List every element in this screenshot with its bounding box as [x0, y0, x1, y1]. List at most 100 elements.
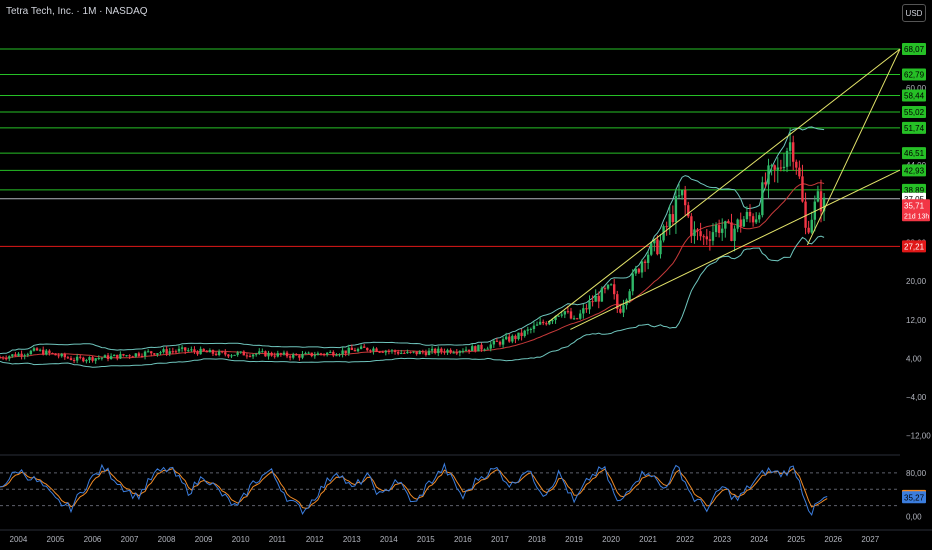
level-tag-label: 46,51	[904, 149, 925, 158]
time-axis[interactable]: 2004 2005 2006 2007 2008 2009 2010 2011 2012 2013…	[0, 529, 932, 544]
candle-body	[486, 348, 489, 350]
level-tag	[902, 89, 926, 102]
candle-body	[217, 351, 221, 355]
candle-body	[282, 352, 286, 355]
candle-body	[310, 352, 313, 357]
lower-band	[0, 235, 825, 368]
candle-body	[446, 349, 449, 353]
candle-body	[245, 355, 249, 357]
candle-body	[788, 142, 792, 151]
time-tick-label: 2021	[639, 535, 657, 544]
level-tag-label: 58,44	[904, 91, 925, 100]
candle-body	[554, 316, 557, 320]
candle-body	[798, 167, 801, 177]
price-axis[interactable]: 60,0044,0028,0020,0012,004,00−4,00−12,00…	[902, 42, 931, 441]
candle-body	[233, 354, 236, 356]
candle-body	[116, 354, 119, 359]
candle-body	[171, 351, 175, 353]
candle-body	[35, 348, 39, 351]
candle-body	[634, 268, 638, 274]
candle-body	[551, 319, 554, 322]
candle-body	[375, 348, 378, 352]
candle-body	[159, 352, 162, 354]
candle-body	[381, 351, 384, 353]
candle-body	[474, 346, 477, 352]
level-tag-label: 27,21	[904, 242, 925, 251]
candle-body	[751, 216, 755, 223]
candle-body	[609, 284, 613, 286]
candle-body	[440, 348, 443, 352]
candle-body	[341, 350, 344, 355]
candle-body	[45, 350, 48, 355]
candle-body	[103, 355, 107, 358]
candle-body	[532, 325, 536, 329]
candle-body	[387, 351, 391, 353]
level-tag	[902, 121, 926, 134]
candle-body	[359, 346, 363, 349]
candle-body	[230, 355, 233, 357]
candle-body	[563, 311, 567, 315]
candle-body	[498, 341, 502, 345]
candle-body	[409, 351, 412, 353]
candle-body	[727, 221, 730, 223]
candle-body	[353, 350, 357, 352]
candle-body	[542, 321, 545, 324]
candle-body	[174, 351, 178, 353]
candle-body	[32, 348, 36, 351]
candle-body	[612, 284, 616, 295]
candle-body	[545, 323, 548, 325]
candle-body	[412, 351, 415, 353]
time-tick-label: 2010	[232, 535, 250, 544]
currency-button[interactable]: USD	[902, 4, 926, 22]
candle-body	[677, 195, 681, 197]
candle-body	[538, 321, 542, 325]
candle-body	[622, 305, 625, 313]
candle-body	[17, 353, 20, 357]
candle-body	[227, 354, 230, 357]
candle-body	[588, 301, 591, 310]
candle-body	[745, 211, 749, 220]
candle-body	[443, 351, 446, 353]
candle-body	[526, 329, 529, 331]
candle-body	[295, 354, 298, 356]
candle-body	[143, 351, 147, 357]
candle-body	[569, 311, 573, 319]
candle-body	[335, 355, 338, 357]
candle-body	[566, 311, 570, 313]
time-tick-label: 2026	[824, 535, 842, 544]
candle-body	[467, 349, 471, 352]
time-tick-label: 2004	[10, 535, 28, 544]
candle-body	[258, 351, 261, 354]
candle-body	[421, 351, 425, 353]
candle-body	[807, 227, 810, 233]
candle-body	[177, 348, 181, 352]
time-tick-label: 2015	[417, 535, 435, 544]
candle-body	[292, 354, 295, 358]
candle-body	[529, 328, 533, 330]
candle-body	[236, 352, 239, 355]
candle-body	[54, 353, 57, 356]
candle-body	[322, 353, 326, 355]
candle-body	[298, 355, 301, 358]
trend-line	[806, 48, 901, 246]
stoch-k-line	[0, 462, 828, 516]
countdown-label: 21d 13h	[904, 213, 929, 220]
time-tick-label: 2009	[195, 535, 213, 544]
candle-body	[437, 348, 440, 354]
candle-body	[369, 350, 372, 352]
candle-body	[11, 354, 14, 357]
candle-body	[276, 353, 279, 357]
time-tick-label: 2011	[269, 535, 287, 544]
candle-body	[582, 308, 585, 314]
candle-body	[128, 355, 131, 357]
candle-body	[396, 352, 400, 354]
chart-title: Tetra Tech, Inc. · 1M · NASDAQ	[6, 6, 148, 17]
candle-body	[406, 351, 409, 354]
time-tick-label: 2008	[158, 535, 176, 544]
candle-body	[523, 330, 526, 337]
stoch-d-line	[0, 467, 828, 509]
candle-body	[288, 356, 292, 358]
level-tag-label: 51,74	[904, 124, 925, 133]
candle-body	[332, 351, 335, 356]
